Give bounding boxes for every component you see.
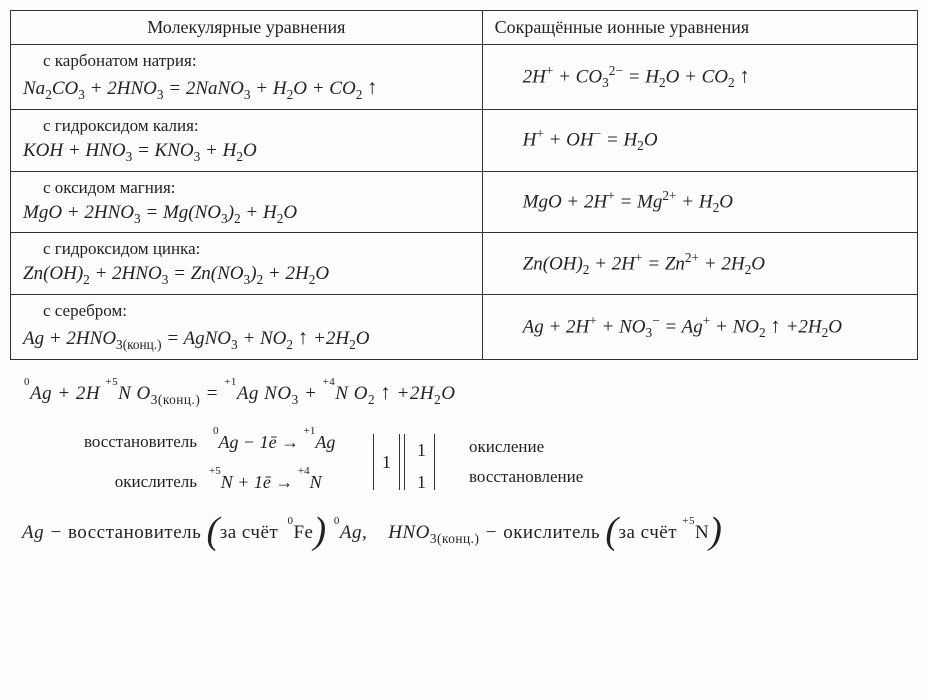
coef-1b: 1 xyxy=(417,434,426,466)
reactant-label: с карбонатом натрия: xyxy=(43,51,470,71)
table-row: с гидроксидом калия: KOH + HNO3 = KNO3 + … xyxy=(11,109,483,171)
equations-table: Молекулярные уравнения Сокращённые ионны… xyxy=(10,10,918,360)
half-reaction-2: +5N + 1ē → +4N xyxy=(209,466,369,498)
summary-left-after: 0Ag, xyxy=(332,522,367,543)
ionic-equation: MgO + 2H+ = Mg2+ + H2O xyxy=(523,188,905,216)
redox-main-equation: 0Ag + 2H +5N O3(конц.) = +1Ag NO3 + +4N … xyxy=(22,374,918,412)
oxidizer-label: окислитель xyxy=(62,467,197,498)
molecular-equation: Ag + 2HNO3(конц.) = AgNO3 + NO2 ↑ +2H2O xyxy=(23,325,470,353)
coefficient-bar-2: 1 1 xyxy=(409,434,435,490)
coef-2b: 1 xyxy=(417,466,426,498)
molecular-equation: KOH + HNO3 = KNO3 + H2O xyxy=(23,140,470,165)
table-row: Ag + 2H+ + NO3− = Ag+ + NO2 ↑ +2H2O xyxy=(482,295,917,360)
ionic-equation: Zn(OH)2 + 2H+ = Zn2+ + 2H2O xyxy=(523,250,905,278)
coefficient-bar-1: 1 xyxy=(373,434,400,490)
summary-right-account: за счёт +5N xyxy=(618,522,709,543)
summary-left-account: за счёт 0Fe xyxy=(220,522,314,543)
table-row: с оксидом магния: MgO + 2HNO3 = Mg(NO3)2 … xyxy=(11,171,483,233)
ionic-equation: H+ + OH− = H2O xyxy=(523,126,905,154)
coef-1a: 1 xyxy=(382,446,391,478)
table-row: MgO + 2H+ = Mg2+ + H2O xyxy=(482,171,917,233)
ionic-equation: 2H+ + CO32− = H2O + CO2 ↑ xyxy=(523,63,905,91)
oxidation-role: окисление xyxy=(469,432,583,462)
summary-hno3-oxidizer: HNO3(конц.) − окислитель xyxy=(388,522,605,543)
half-reaction-1: 0Ag − 1ē → +1Ag xyxy=(209,426,369,458)
header-ionic: Сокращённые ионные уравнения xyxy=(482,11,917,45)
redox-summary: Ag − восстановитель (за счёт 0Fe) 0Ag, H… xyxy=(22,516,918,551)
molecular-equation: Zn(OH)2 + 2HNO3 = Zn(NO3)2 + 2H2O xyxy=(23,263,470,288)
header-molecular: Молекулярные уравнения xyxy=(11,11,483,45)
reactant-label: с гидроксидом цинка: xyxy=(43,239,470,259)
table-row: с серебром: Ag + 2HNO3(конц.) = AgNO3 + N… xyxy=(11,295,483,360)
ionic-equation: Ag + 2H+ + NO3− = Ag+ + NO2 ↑ +2H2O xyxy=(523,313,905,341)
half-reactions-block: восстановитель 0Ag − 1ē → +1Ag окислител… xyxy=(42,422,918,503)
reactant-label: с оксидом магния: xyxy=(43,178,470,198)
summary-ag-reducer: Ag − восстановитель xyxy=(22,522,207,543)
redox-section: 0Ag + 2H +5N O3(конц.) = +1Ag NO3 + +4N … xyxy=(22,374,918,551)
molecular-equation: Na2CO3 + 2HNO3 = 2NaNO3 + H2O + CO2 ↑ xyxy=(23,75,470,103)
reactant-label: с гидроксидом калия: xyxy=(43,116,470,136)
table-row: с гидроксидом цинка: Zn(OH)2 + 2HNO3 = Zn… xyxy=(11,233,483,295)
reactant-label: с серебром: xyxy=(43,301,470,321)
reducer-label: восстановитель xyxy=(62,427,197,458)
molecular-equation: MgO + 2HNO3 = Mg(NO3)2 + H2O xyxy=(23,202,470,227)
table-row: Zn(OH)2 + 2H+ = Zn2+ + 2H2O xyxy=(482,233,917,295)
table-row: с карбонатом натрия: Na2CO3 + 2HNO3 = 2Na… xyxy=(11,45,483,110)
reduction-role: восстановление xyxy=(469,462,583,492)
table-row: 2H+ + CO32− = H2O + CO2 ↑ xyxy=(482,45,917,110)
table-row: H+ + OH− = H2O xyxy=(482,109,917,171)
